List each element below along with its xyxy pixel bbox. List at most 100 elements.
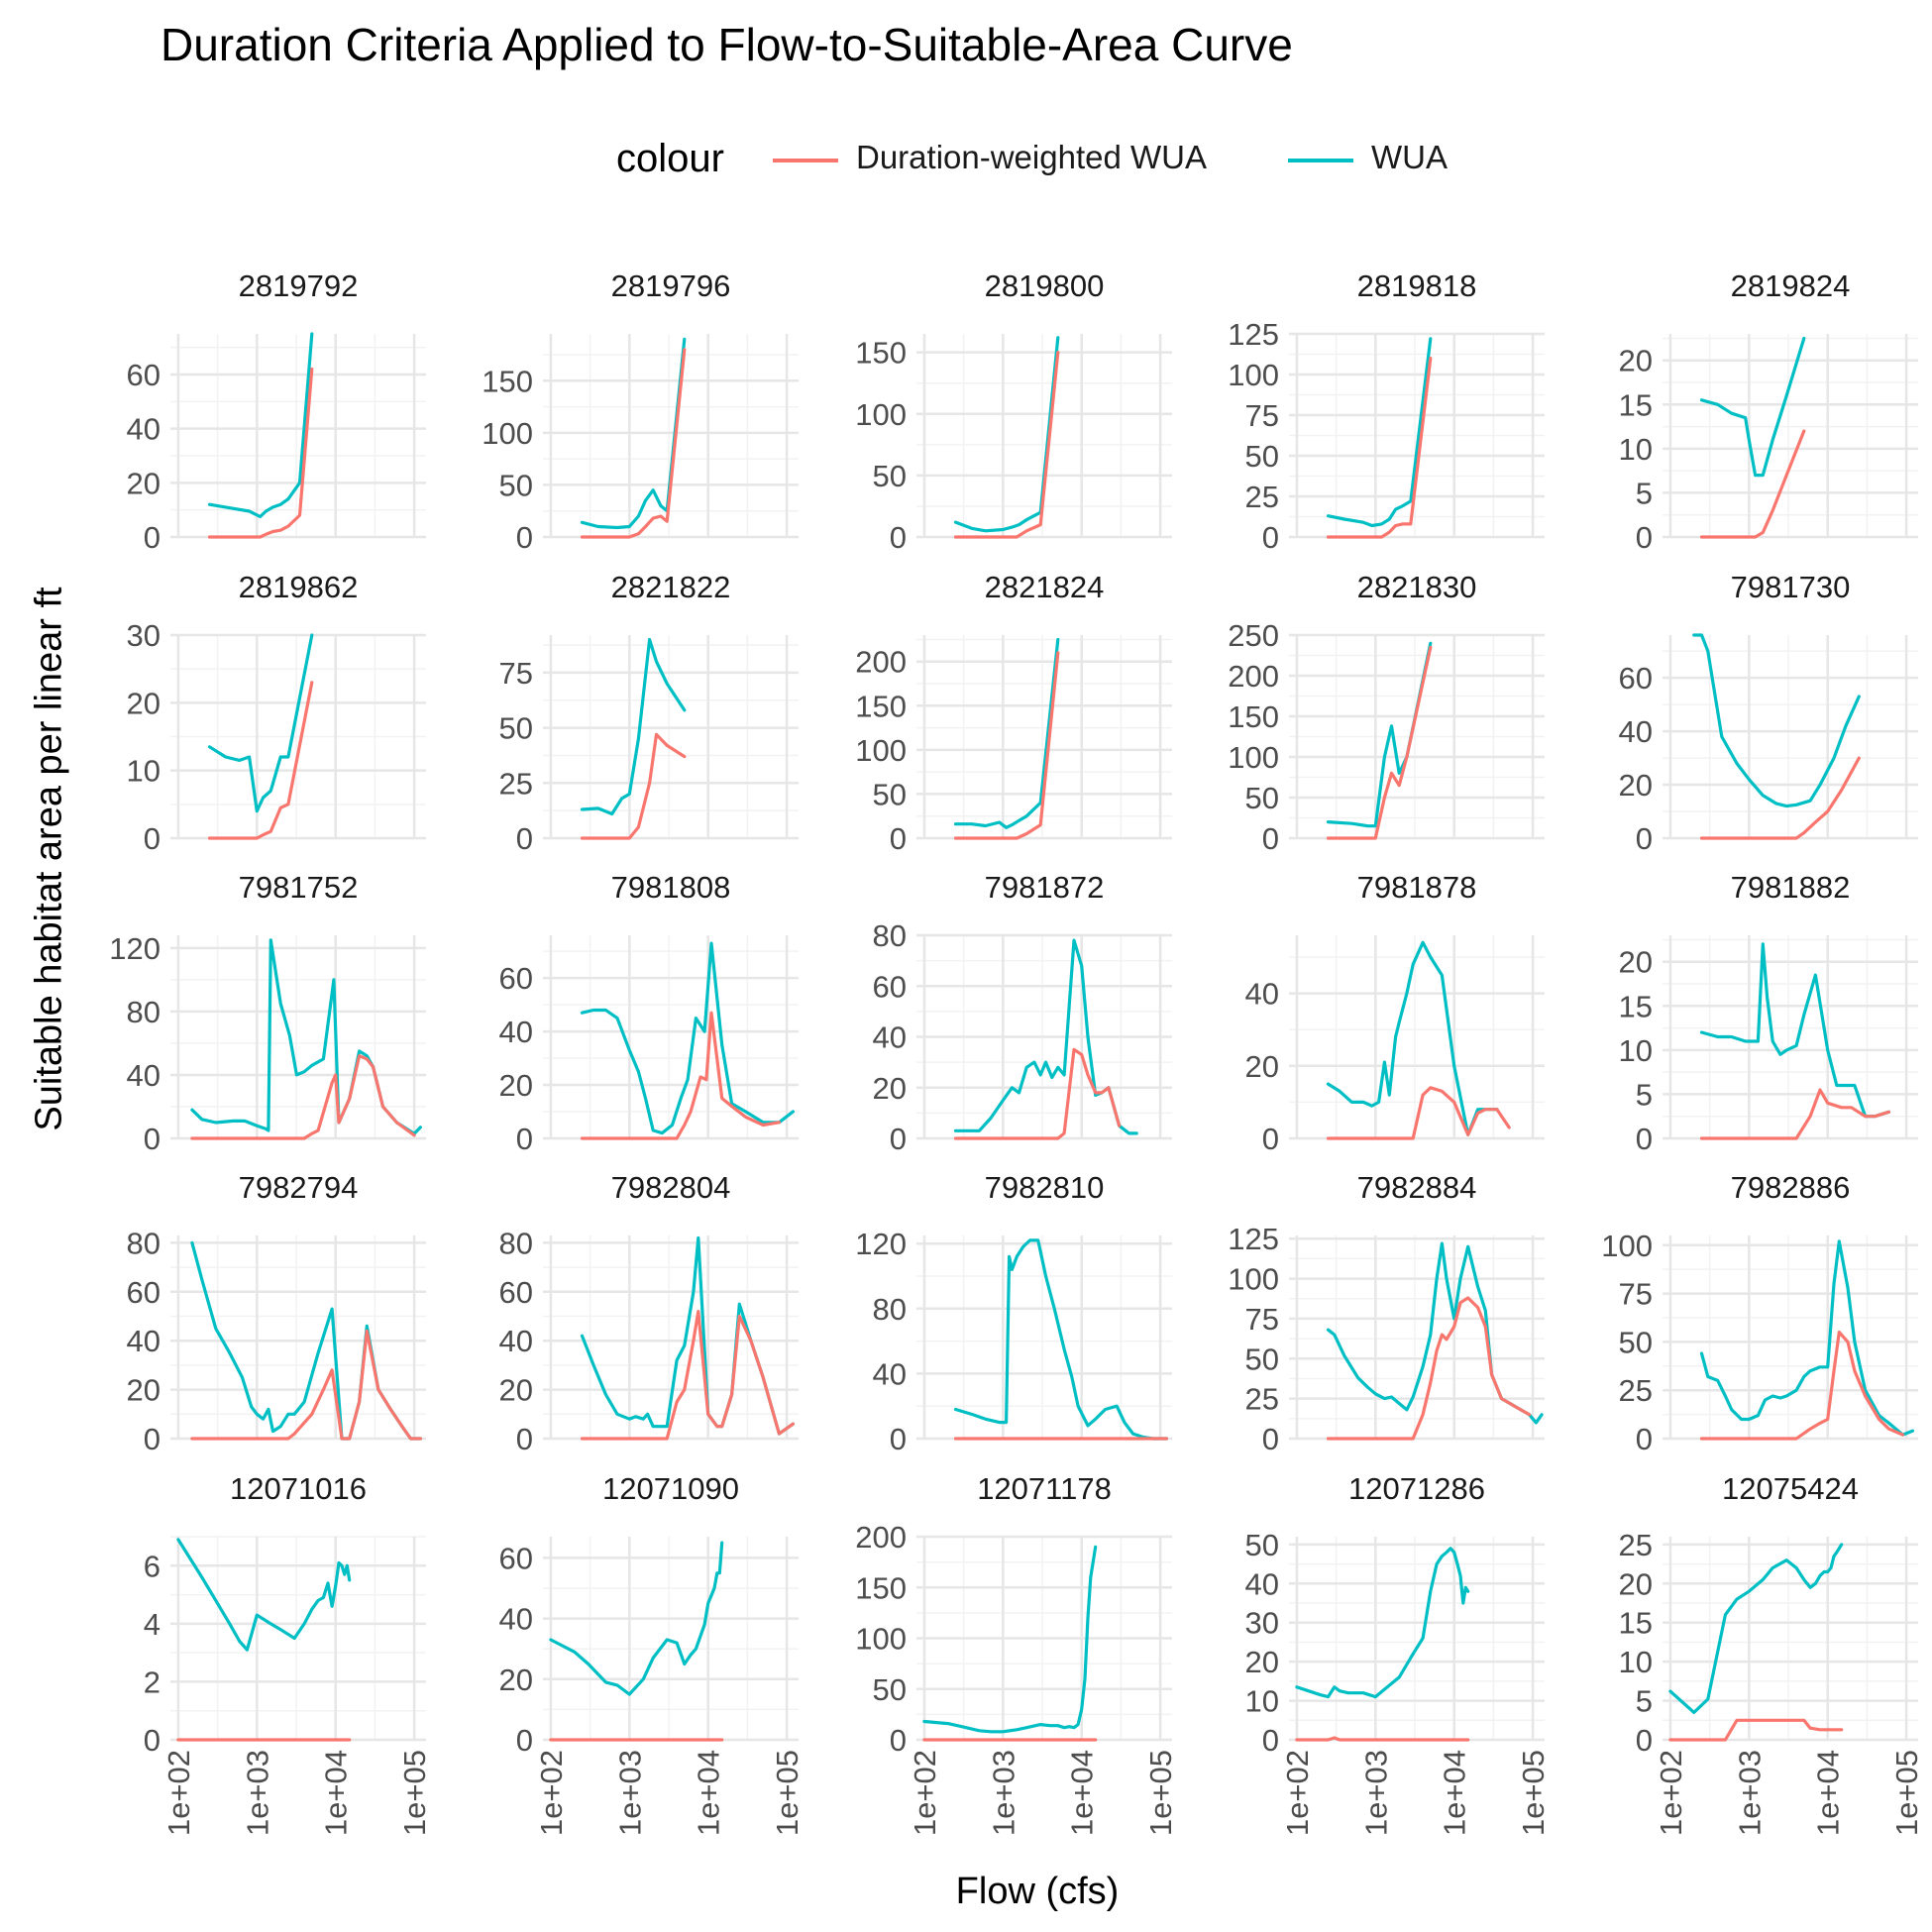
series-line-wua <box>1668 1543 1844 1715</box>
series-line-duration-weighted-wua <box>1326 1086 1511 1140</box>
series-line-wua <box>549 1541 724 1696</box>
y-tick-label: 20 <box>127 686 161 720</box>
y-tick-label: 6 <box>144 1549 161 1583</box>
panel-label: 7981872 <box>985 870 1105 905</box>
y-tick-label: 0 <box>144 1122 161 1156</box>
panel-2821822: 2821822 0 25 50 75 <box>499 570 799 856</box>
y-tick-label: 40 <box>499 1015 533 1049</box>
y-tick-label: 125 <box>1228 317 1279 352</box>
x-tick-label: 1e+05 <box>397 1750 432 1836</box>
y-tick-label: 0 <box>1636 1723 1653 1758</box>
panel-label: 12075424 <box>1722 1471 1859 1506</box>
y-tick-label: 30 <box>127 618 161 653</box>
y-tick-label: 15 <box>1619 989 1653 1023</box>
panel-label: 2819818 <box>1357 268 1477 303</box>
series-line-wua <box>207 332 314 519</box>
series-line-wua <box>1699 1239 1915 1437</box>
panel-label: 7981808 <box>611 870 731 905</box>
x-tick-label: 1e+05 <box>770 1750 805 1836</box>
y-tick-label: 100 <box>1228 1262 1279 1297</box>
series-line-duration-weighted-wua <box>190 1329 422 1441</box>
series-line-wua <box>1326 940 1499 1136</box>
y-tick-label: 0 <box>144 1723 161 1758</box>
panel-label: 2819792 <box>239 268 359 303</box>
y-tick-label: 20 <box>1619 768 1653 803</box>
y-tick-label: 150 <box>482 364 533 398</box>
y-tick-label: 100 <box>1601 1229 1653 1263</box>
y-tick-label: 0 <box>1262 821 1279 856</box>
panel-label: 12071016 <box>230 1471 367 1506</box>
y-tick-label: 25 <box>499 766 533 801</box>
y-tick-label: 50 <box>1619 1325 1653 1359</box>
y-tick-label: 40 <box>873 1020 907 1055</box>
panel-12071016: 12071016 0 2 4 6 1e+02 1e+03 1e+04 1e+05 <box>144 1471 432 1836</box>
series-line-duration-weighted-wua <box>1326 1296 1532 1441</box>
y-tick-label: 120 <box>855 1227 907 1261</box>
y-tick-label: 100 <box>482 416 533 451</box>
panel-label: 2821824 <box>985 570 1105 604</box>
x-tick-label: 1e+04 <box>692 1750 726 1836</box>
y-tick-label: 25 <box>1245 1382 1279 1417</box>
panel-label: 2821830 <box>1357 570 1477 604</box>
y-tick-label: 0 <box>144 520 161 555</box>
y-tick-label: 50 <box>873 1672 907 1707</box>
y-tick-label: 50 <box>873 777 907 811</box>
series-line-wua <box>922 1545 1098 1734</box>
y-tick-label: 80 <box>127 1226 161 1260</box>
y-tick-label: 0 <box>1262 1122 1279 1156</box>
x-tick-label: 1e+05 <box>1889 1750 1924 1836</box>
series-line-duration-weighted-wua <box>1699 1088 1891 1140</box>
x-tick-label: 1e+02 <box>1654 1750 1688 1836</box>
panel-label: 7982794 <box>239 1170 359 1205</box>
panel-label: 7982884 <box>1357 1170 1477 1205</box>
panel-12075424: 12075424 0 5 10 15 20 25 1e+02 1e+03 1e+04 1e+05 <box>1619 1471 1925 1836</box>
y-tick-label: 40 <box>499 1602 533 1637</box>
y-tick-label: 125 <box>1228 1222 1279 1256</box>
y-tick-label: 50 <box>499 711 533 746</box>
y-tick-label: 150 <box>855 689 907 723</box>
series-line-wua <box>1699 336 1806 478</box>
x-tick-label: 1e+04 <box>1065 1750 1100 1836</box>
panel-12071178: 12071178 0 50 100 150 200 1e+02 1e+03 1e+04 1e+05 <box>855 1471 1178 1836</box>
panel-7982886: 7982886 0 25 50 75 100 <box>1601 1170 1918 1456</box>
y-tick-label: 100 <box>855 733 907 768</box>
y-tick-label: 250 <box>1228 618 1279 653</box>
series-line-duration-weighted-wua <box>207 681 314 840</box>
y-tick-label: 200 <box>1228 659 1279 694</box>
y-tick-label: 0 <box>1636 520 1653 555</box>
legend-label-wua: WUA <box>1371 139 1448 175</box>
y-tick-label: 100 <box>1228 358 1279 392</box>
panel-7981752: 7981752 0 40 80 120 <box>109 870 426 1156</box>
y-tick-label: 20 <box>1245 1645 1279 1679</box>
y-tick-label: 10 <box>1619 1645 1653 1679</box>
y-tick-label: 50 <box>499 468 533 502</box>
y-tick-label: 200 <box>855 645 907 680</box>
series-line-duration-weighted-wua <box>190 1054 416 1140</box>
y-tick-label: 75 <box>1245 1302 1279 1337</box>
panel-2819796: 2819796 0 50 100 150 <box>482 268 799 555</box>
y-tick-label: 0 <box>890 1122 907 1156</box>
y-tick-label: 0 <box>890 1422 907 1456</box>
panel-7982794: 7982794 0 20 40 60 80 <box>127 1170 426 1456</box>
y-tick-label: 60 <box>499 961 533 996</box>
y-tick-label: 20 <box>127 466 161 500</box>
panel-label: 12071286 <box>1348 1471 1485 1506</box>
series-line-duration-weighted-wua <box>580 732 687 840</box>
series-line-wua <box>953 637 1060 829</box>
y-tick-label: 40 <box>1245 977 1279 1012</box>
series-line-duration-weighted-wua <box>1326 357 1433 539</box>
y-tick-label: 0 <box>1262 1723 1279 1758</box>
panel-label: 7981878 <box>1357 870 1477 905</box>
series-line-duration-weighted-wua <box>580 1309 796 1441</box>
y-tick-label: 60 <box>499 1541 533 1575</box>
y-tick-label: 0 <box>516 821 533 856</box>
y-tick-label: 20 <box>499 1373 533 1408</box>
x-tick-label: 1e+03 <box>612 1750 647 1836</box>
y-tick-label: 200 <box>855 1520 907 1555</box>
panel-2819792: 2819792 0 20 40 60 <box>127 268 426 555</box>
x-tick-label: 1e+04 <box>1811 1750 1846 1836</box>
panel-2819862: 2819862 0 10 20 30 <box>127 570 426 856</box>
y-tick-label: 60 <box>127 1275 161 1310</box>
legend: colour Duration-weighted WUA WUA <box>0 131 1932 190</box>
